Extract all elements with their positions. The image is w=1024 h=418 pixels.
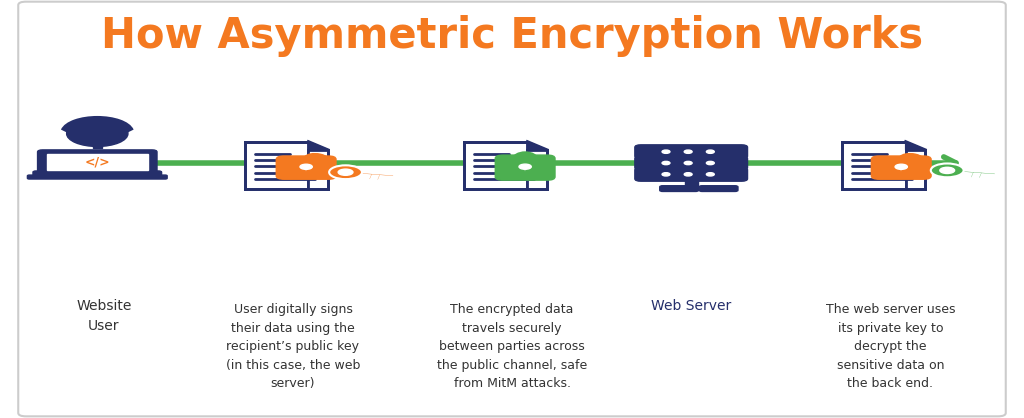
Circle shape <box>707 173 715 176</box>
Circle shape <box>663 150 670 153</box>
FancyBboxPatch shape <box>635 156 748 170</box>
Polygon shape <box>55 154 139 165</box>
Text: User digitally signs
their data using the
recipient’s public key
(in this case, : User digitally signs their data using th… <box>226 303 360 390</box>
Text: </>: </> <box>84 155 111 168</box>
FancyBboxPatch shape <box>308 150 328 189</box>
Text: The web server uses
its private key to
decrypt the
sensitive data on
the back en: The web server uses its private key to d… <box>825 303 955 390</box>
Circle shape <box>663 173 670 176</box>
FancyBboxPatch shape <box>18 2 1006 416</box>
FancyBboxPatch shape <box>38 150 157 174</box>
Text: Website
User: Website User <box>76 299 131 333</box>
FancyBboxPatch shape <box>28 175 167 179</box>
Polygon shape <box>38 155 62 171</box>
Circle shape <box>940 167 954 173</box>
Circle shape <box>519 164 531 169</box>
Circle shape <box>329 165 361 179</box>
Circle shape <box>67 121 128 146</box>
Polygon shape <box>527 142 547 150</box>
Circle shape <box>663 161 670 165</box>
FancyBboxPatch shape <box>496 155 555 180</box>
Circle shape <box>300 164 312 169</box>
FancyBboxPatch shape <box>245 142 308 189</box>
Circle shape <box>684 150 692 153</box>
Text: How Asymmetric Encryption Works: How Asymmetric Encryption Works <box>101 15 923 56</box>
FancyBboxPatch shape <box>527 150 547 189</box>
Circle shape <box>707 161 715 165</box>
Circle shape <box>707 150 715 153</box>
FancyBboxPatch shape <box>685 179 697 187</box>
Polygon shape <box>308 142 328 150</box>
Circle shape <box>895 164 907 169</box>
FancyBboxPatch shape <box>905 150 926 189</box>
FancyBboxPatch shape <box>93 143 101 148</box>
Text: The encrypted data
travels securely
between parties across
the public channel, s: The encrypted data travels securely betw… <box>437 303 587 390</box>
Circle shape <box>684 173 692 176</box>
FancyBboxPatch shape <box>33 171 162 177</box>
Circle shape <box>338 169 353 175</box>
FancyBboxPatch shape <box>635 168 748 181</box>
FancyBboxPatch shape <box>659 186 698 191</box>
Polygon shape <box>905 142 926 150</box>
FancyBboxPatch shape <box>871 156 931 179</box>
FancyBboxPatch shape <box>699 186 738 191</box>
FancyBboxPatch shape <box>47 154 147 171</box>
Text: Web Server: Web Server <box>651 299 731 313</box>
FancyBboxPatch shape <box>276 156 336 179</box>
FancyBboxPatch shape <box>635 145 748 158</box>
Circle shape <box>684 161 692 165</box>
Circle shape <box>931 163 964 177</box>
Polygon shape <box>132 155 157 171</box>
FancyBboxPatch shape <box>464 142 527 189</box>
FancyBboxPatch shape <box>842 142 905 189</box>
